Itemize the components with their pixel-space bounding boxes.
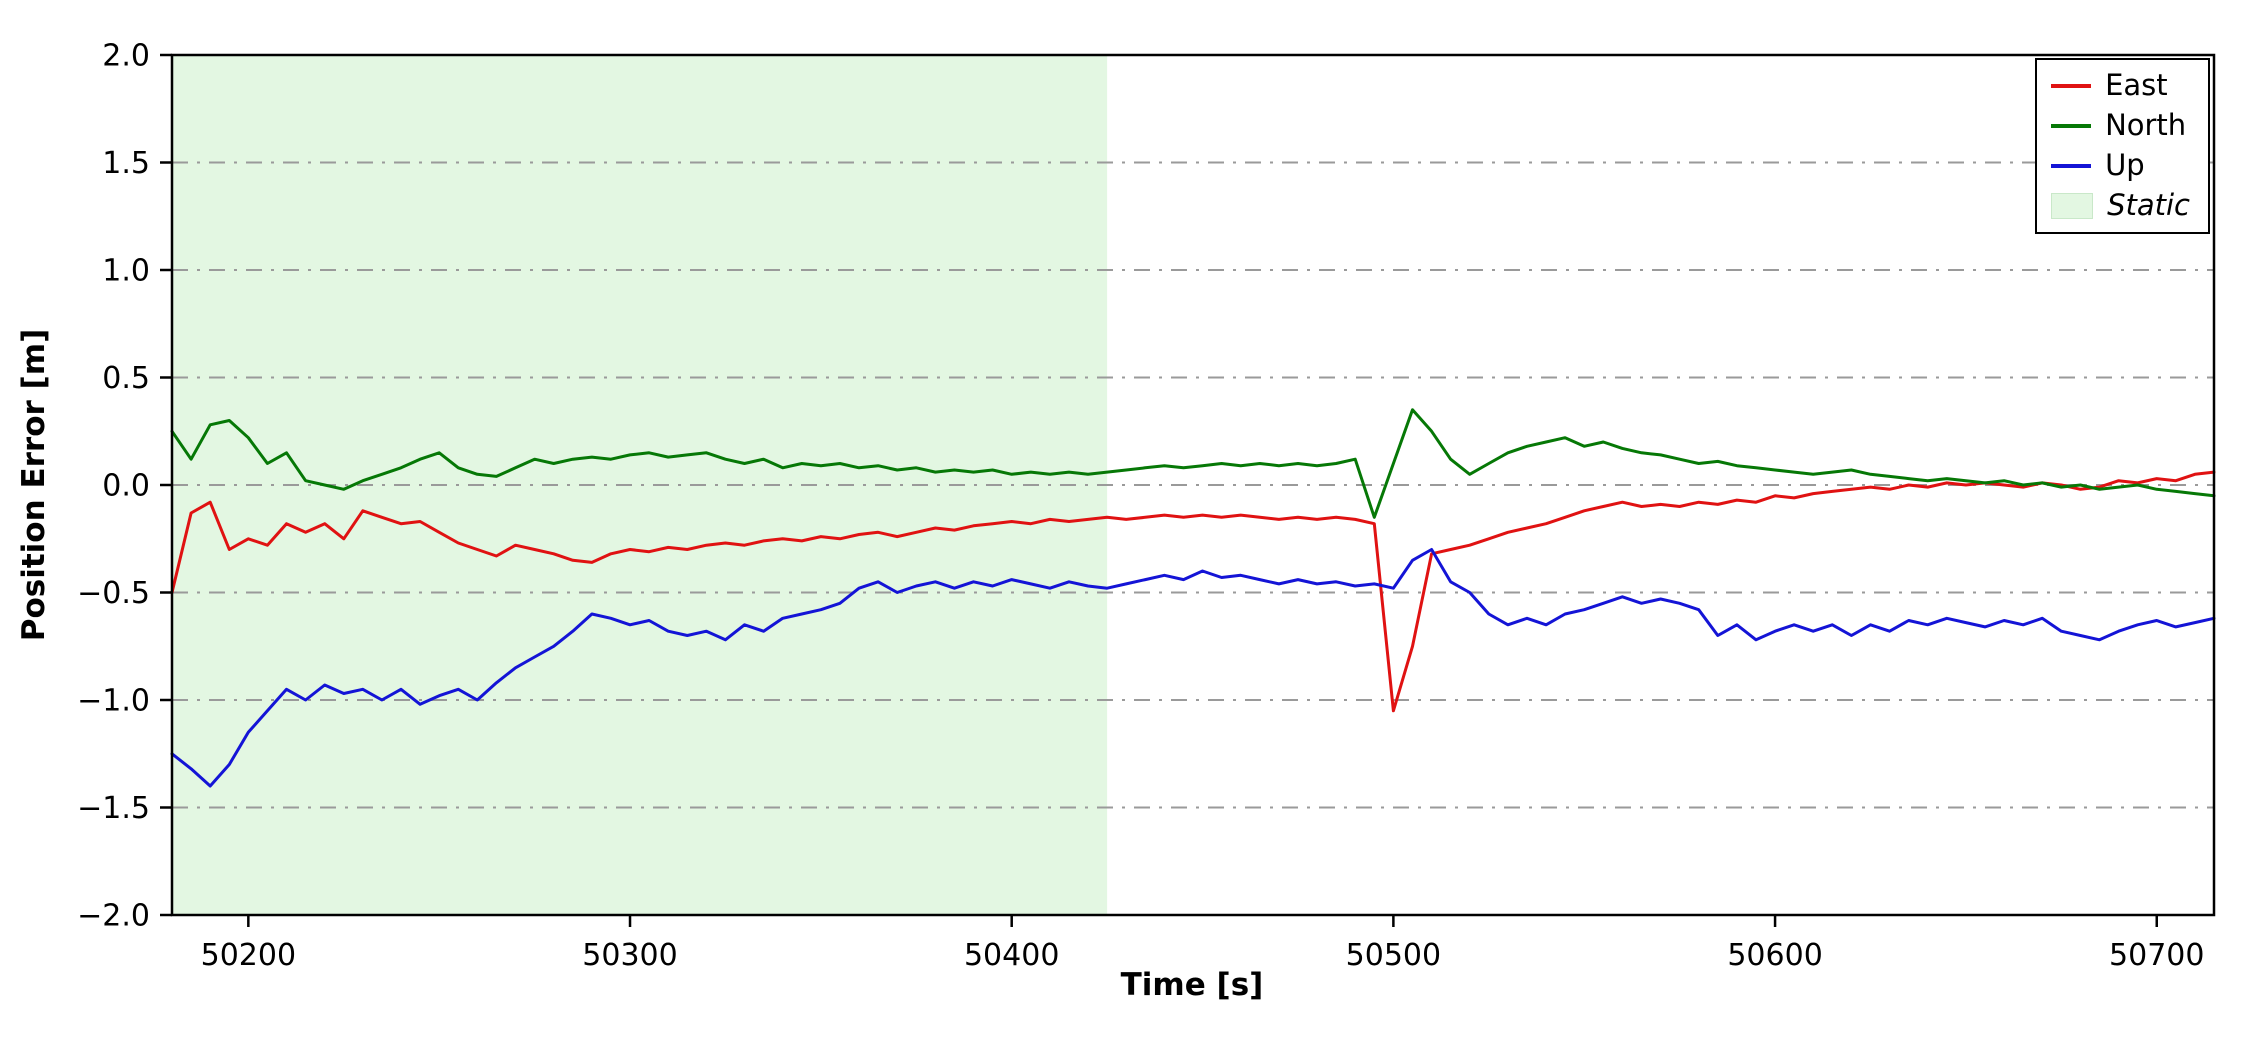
north-line-swatch [2051,123,2092,128]
y-axis-label: Position Error [m] [16,329,52,641]
y-tick-label: 2.0 [102,39,150,74]
x-tick-label: 50400 [964,938,1059,973]
legend-item-east: East [2051,68,2190,102]
y-tick-label: 1.5 [102,146,150,181]
y-tick-label: 0.5 [102,361,150,396]
legend-item-north: North [2051,107,2190,142]
y-tick-label: −1.5 [77,791,150,826]
y-tick-label: −2.0 [77,899,150,934]
ticks-layer: 50200 50300 50400 50500 50600 50700 −2.0 −1.5 −1… [77,39,2204,974]
y-tick-label: −0.5 [77,576,150,611]
legend-label-static: Static [2107,187,2190,222]
legend: East North Up Static [2035,58,2210,234]
up-line-swatch [2051,163,2092,168]
legend-item-up: Up [2051,147,2190,182]
x-tick-label: 50700 [2109,938,2204,973]
y-tick-label: 0.0 [102,469,150,504]
static-region [172,55,1108,915]
x-tick-label: 50500 [1346,938,1441,973]
series-layer [170,408,2216,788]
east-line-swatch [2051,83,2092,88]
legend-label-north: North [2105,107,2187,142]
x-tick-label: 50300 [582,938,677,973]
x-tick-label: 50200 [201,938,296,973]
static-region-swatch [2051,192,2094,219]
legend-item-static: Static [2051,187,2190,222]
x-axis-label: Time [s] [1121,967,1264,1003]
series-line-east [170,470,2216,713]
gridlines-layer [172,161,2214,809]
x-tick-label: 50600 [1727,938,1822,973]
y-tick-label: 1.0 [102,254,150,289]
series-line-north [170,408,2216,519]
legend-label-east: East [2105,68,2168,102]
legend-label-up: Up [2105,147,2145,182]
y-tick-label: −1.0 [77,684,150,719]
series-line-up [170,548,2216,788]
shaded-regions-layer [172,55,1108,915]
